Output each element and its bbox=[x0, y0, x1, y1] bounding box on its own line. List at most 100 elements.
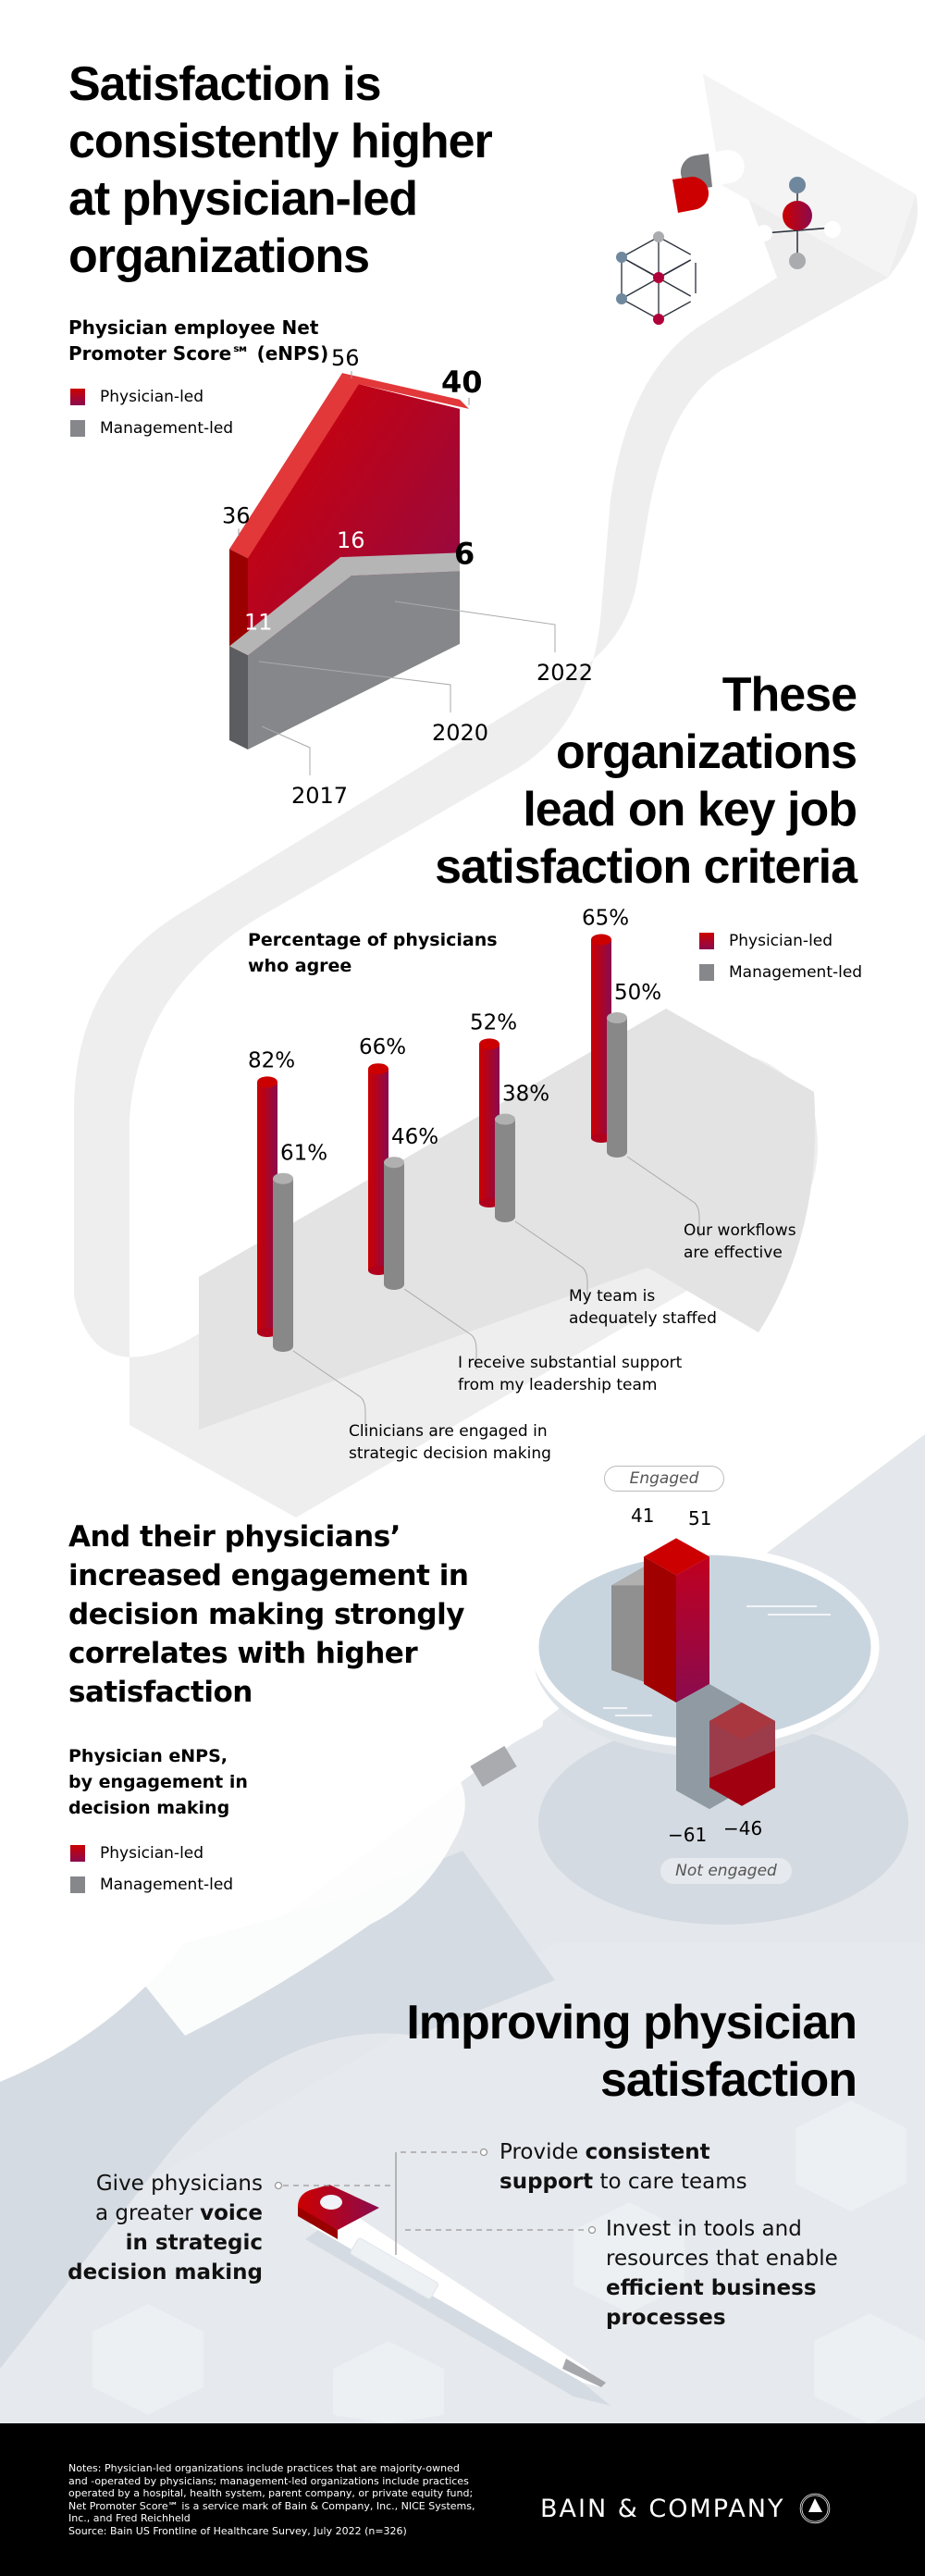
hand-shadow bbox=[0, 1851, 555, 2369]
section1-subtitle-line: Physician employee Net bbox=[68, 316, 319, 339]
section2-title: These organizations lead on key job sati… bbox=[302, 666, 857, 896]
physician-led-bar-base bbox=[368, 1266, 388, 1275]
footer: Notes: Physician-led organizations inclu… bbox=[0, 2423, 925, 2576]
section1-subtitle: Physician employee Net Promoter Score℠ (… bbox=[68, 315, 328, 366]
year-label: 2022 bbox=[536, 660, 593, 686]
physician-led-engaged-bar-left bbox=[644, 1556, 676, 1703]
management-led-bar bbox=[495, 1119, 515, 1217]
tip-text-bold: processes bbox=[606, 2306, 726, 2330]
management-led-value-label: 16 bbox=[337, 527, 365, 553]
legend-item-physician-led: Physician-led bbox=[699, 929, 862, 953]
section2-subtitle-line: who agree bbox=[248, 956, 352, 976]
legend-swatch-gray bbox=[70, 1876, 85, 1893]
tip-text-bold: voice bbox=[200, 2201, 263, 2225]
management-led-value-label: 6 bbox=[454, 536, 475, 571]
management-led-bar-base bbox=[607, 1146, 627, 1158]
callout-connectors bbox=[274, 2148, 597, 2255]
section3-subtitle-line: decision making bbox=[68, 1798, 230, 1818]
physician-led-engaged-value: 51 bbox=[688, 1507, 711, 1530]
enps-trend-chart: 36 56 40 11 16 6 2017 2020 2022 bbox=[222, 345, 593, 809]
management-led-bar-top bbox=[495, 1113, 515, 1125]
physician-led-top-bevel bbox=[229, 373, 469, 559]
management-led-engaged-value: 41 bbox=[631, 1505, 654, 1527]
section1-title: Satisfaction is consistently higher at p… bbox=[68, 56, 586, 285]
tip-text: to care teams bbox=[593, 2170, 747, 2194]
section3-subtitle-line: by engagement in bbox=[68, 1772, 248, 1792]
management-led-top-bevel bbox=[229, 552, 460, 656]
management-led-bar-top bbox=[273, 1172, 293, 1184]
engaged-pill-label: Engaged bbox=[604, 1466, 724, 1492]
legend-item-physician-led: Physician-led bbox=[70, 385, 233, 409]
capsule-pill-red-icon bbox=[643, 176, 709, 218]
thermometer-illustration bbox=[274, 2148, 610, 2406]
tip-tools: Invest in tools and resources that enabl… bbox=[606, 2214, 883, 2333]
notes-line: Notes: Physician-led organizations inclu… bbox=[68, 2462, 460, 2474]
section3-title-line: And their physicians’ bbox=[68, 1520, 401, 1554]
section3-title-line: decision making strongly bbox=[68, 1598, 464, 1631]
not-engaged-pill-label: Not engaged bbox=[660, 1858, 792, 1884]
tip-line: support to care teams bbox=[500, 2167, 796, 2197]
category-label: I receive substantial support from my le… bbox=[458, 1352, 682, 1396]
category-label: Our workflows are effective bbox=[684, 1220, 796, 1264]
tip-line: Provide consistent bbox=[500, 2137, 796, 2167]
footer-notes: Notes: Physician-led organizations inclu… bbox=[68, 2462, 485, 2537]
section3-title-line: satisfaction bbox=[68, 1676, 253, 1709]
section2-title-line: lead on key job bbox=[523, 783, 857, 836]
section2-legend: Physician-led Management-led bbox=[699, 929, 862, 985]
tip-voice: Give physicians a greater voice in strat… bbox=[37, 2169, 263, 2287]
thermometer-icon bbox=[298, 2185, 610, 2406]
section2-title-line: satisfaction criteria bbox=[435, 840, 857, 894]
management-led-value-label: 38% bbox=[502, 1083, 549, 1107]
management-led-bar-top bbox=[607, 1012, 627, 1023]
hand-silhouette bbox=[111, 1744, 465, 2036]
pills-and-molecules-illustration bbox=[616, 150, 841, 325]
physician-led-bar-top bbox=[257, 1076, 278, 1088]
management-led-bar-base bbox=[384, 1279, 404, 1290]
bain-logo: BAIN & COMPANY bbox=[540, 2492, 832, 2525]
legend-label: Physician-led bbox=[729, 932, 833, 950]
physician-led-bar bbox=[257, 1082, 278, 1332]
category-label-line: My team is bbox=[569, 1287, 656, 1306]
section2-subtitle: Percentage of physicians who agree bbox=[248, 927, 498, 979]
notes-line: Source: Bain US Frontline of Healthcare … bbox=[68, 2524, 407, 2537]
legend-item-management-led: Management-led bbox=[70, 1873, 233, 1897]
physician-led-value-label: 36 bbox=[222, 502, 251, 528]
magnifier-handle bbox=[382, 1716, 543, 1811]
physician-led-not-engaged-bar-bottom bbox=[709, 1750, 775, 1806]
notes-line: Inc., and Fred Reichheld bbox=[68, 2512, 191, 2524]
management-led-value-label: 61% bbox=[280, 1142, 327, 1166]
physician-led-bar-top bbox=[368, 1063, 388, 1075]
molecule-icon bbox=[756, 177, 841, 269]
legend-label: Management-led bbox=[100, 419, 234, 438]
notes-line: Net Promoter Score℠ is a service mark of… bbox=[68, 2499, 475, 2512]
section3-title-line: correlates with higher bbox=[68, 1637, 418, 1670]
legend-item-management-led: Management-led bbox=[699, 960, 862, 985]
legend-swatch-red bbox=[699, 933, 714, 949]
legend-label: Management-led bbox=[100, 1876, 234, 1894]
category-label-line: from my leadership team bbox=[458, 1376, 658, 1394]
management-led-not-engaged-value: −61 bbox=[668, 1824, 707, 1846]
section1-legend: Physician-led Management-led bbox=[70, 385, 233, 440]
management-led-value-label: 50% bbox=[614, 981, 661, 1005]
physician-led-bar-base bbox=[479, 1198, 500, 1208]
brand-name: BAIN & COMPANY bbox=[540, 2494, 785, 2523]
section2-title-line: organizations bbox=[555, 725, 857, 779]
legend-item-management-led: Management-led bbox=[70, 416, 233, 440]
physician-led-bar bbox=[479, 1044, 500, 1203]
year-leader-line bbox=[258, 661, 451, 712]
tip-text-bold: efficient business bbox=[606, 2276, 817, 2300]
tip-line: decision making bbox=[37, 2258, 263, 2287]
magnifier-grip bbox=[470, 1745, 517, 1788]
category-label-line: Clinicians are engaged in bbox=[349, 1422, 548, 1441]
tip-line: processes bbox=[606, 2303, 883, 2333]
tip-line: a greater voice bbox=[37, 2198, 263, 2228]
section1-title-line: at physician-led bbox=[68, 172, 418, 226]
section1-title-line: Satisfaction is bbox=[68, 57, 382, 111]
notes-line: and -operated by physicians; management-… bbox=[68, 2474, 469, 2487]
legend-label: Physician-led bbox=[100, 388, 204, 406]
physician-led-bar bbox=[591, 939, 611, 1138]
tip-support: Provide consistent support to care teams bbox=[500, 2137, 796, 2197]
legend-swatch-red bbox=[70, 389, 85, 405]
tip-line: Invest in tools and bbox=[606, 2217, 802, 2241]
physician-led-value-label: 52% bbox=[470, 1010, 517, 1034]
